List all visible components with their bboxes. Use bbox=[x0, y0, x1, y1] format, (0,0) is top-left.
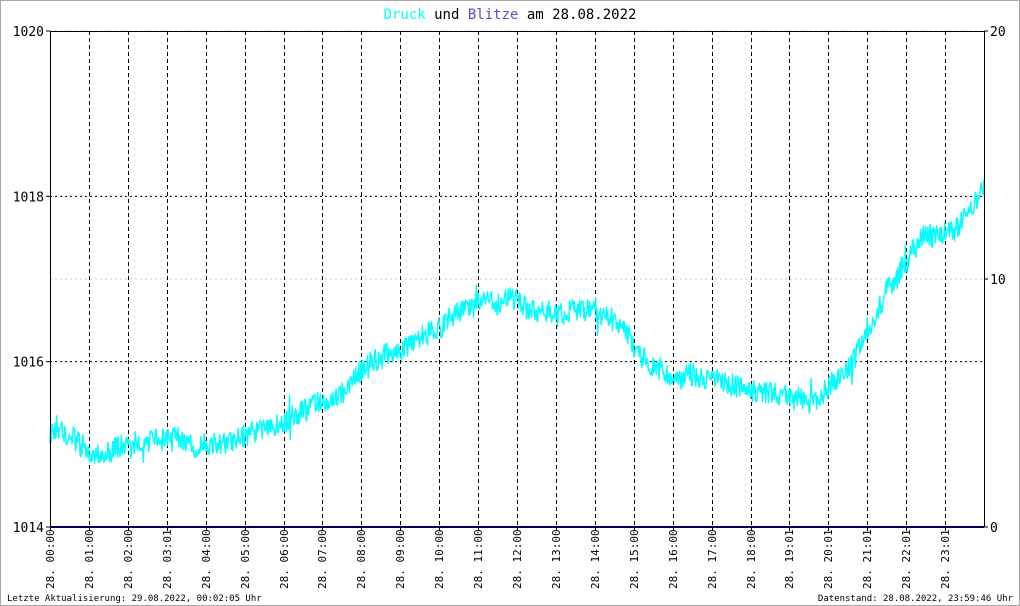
title-und: und bbox=[426, 7, 468, 23]
x-tick-label: 28. 09:00 bbox=[394, 529, 407, 589]
footer-data-status: Datenstand: 28.08.2022, 23:59:46 Uhr bbox=[818, 594, 1014, 604]
y-tick-label-left: 1014 bbox=[13, 521, 44, 536]
x-tick-label: 28. 17:00 bbox=[706, 529, 719, 589]
y-tick-label-left: 1018 bbox=[13, 190, 44, 205]
y-tick-label-right: 0 bbox=[990, 521, 998, 536]
grid bbox=[50, 30, 984, 528]
x-tick-label: 28. 06:00 bbox=[278, 529, 291, 589]
y-tick-label-left: 1016 bbox=[13, 356, 44, 371]
x-tick-label: 28. 07:00 bbox=[316, 529, 329, 589]
x-tick-label: 28. 03:01 bbox=[161, 529, 174, 589]
series-druck-line bbox=[49, 179, 985, 464]
x-tick-label: 28. 19:01 bbox=[783, 529, 796, 589]
x-tick-label: 28. 02:00 bbox=[122, 529, 135, 589]
title-blitze: Blitze bbox=[468, 7, 519, 23]
footer-last-update: Letzte Aktualisierung: 29.08.2022, 00:02… bbox=[7, 594, 262, 604]
x-tick-label: 28. 15:00 bbox=[628, 529, 641, 589]
x-tick-label: 28. 05:00 bbox=[239, 529, 252, 589]
x-tick-label: 28. 21:01 bbox=[861, 529, 874, 589]
y-tick-label-left: 1020 bbox=[13, 25, 44, 40]
x-tick-label: 28. 01:00 bbox=[83, 529, 96, 589]
x-tick-label: 28. 12:00 bbox=[511, 529, 524, 589]
x-tick-label: 28. 16:00 bbox=[667, 529, 680, 589]
y-tick-label-right: 20 bbox=[990, 25, 1006, 40]
x-tick-label: 28. 10:00 bbox=[433, 529, 446, 589]
x-tick-label: 28. 04:00 bbox=[200, 529, 213, 589]
x-tick-label: 28. 00:00 bbox=[44, 529, 57, 589]
title-druck: Druck bbox=[384, 7, 427, 23]
axes bbox=[46, 30, 988, 531]
x-tick-label: 28. 11:00 bbox=[472, 529, 485, 589]
x-tick-label: 28. 14:00 bbox=[589, 529, 602, 589]
chart-title: Druck und Blitze am 28.08.2022 bbox=[384, 7, 637, 23]
x-tick-label: 28. 13:00 bbox=[550, 529, 563, 589]
title-date: am 28.08.2022 bbox=[518, 7, 636, 23]
x-tick-label: 28. 22:01 bbox=[900, 529, 913, 589]
x-tick-label: 28. 20:01 bbox=[822, 529, 835, 589]
x-tick-label: 28. 23:01 bbox=[939, 529, 952, 589]
x-tick-label: 28. 08:00 bbox=[355, 529, 368, 589]
y-tick-label-right: 10 bbox=[990, 273, 1006, 288]
x-tick-label: 28. 18:00 bbox=[745, 529, 758, 589]
